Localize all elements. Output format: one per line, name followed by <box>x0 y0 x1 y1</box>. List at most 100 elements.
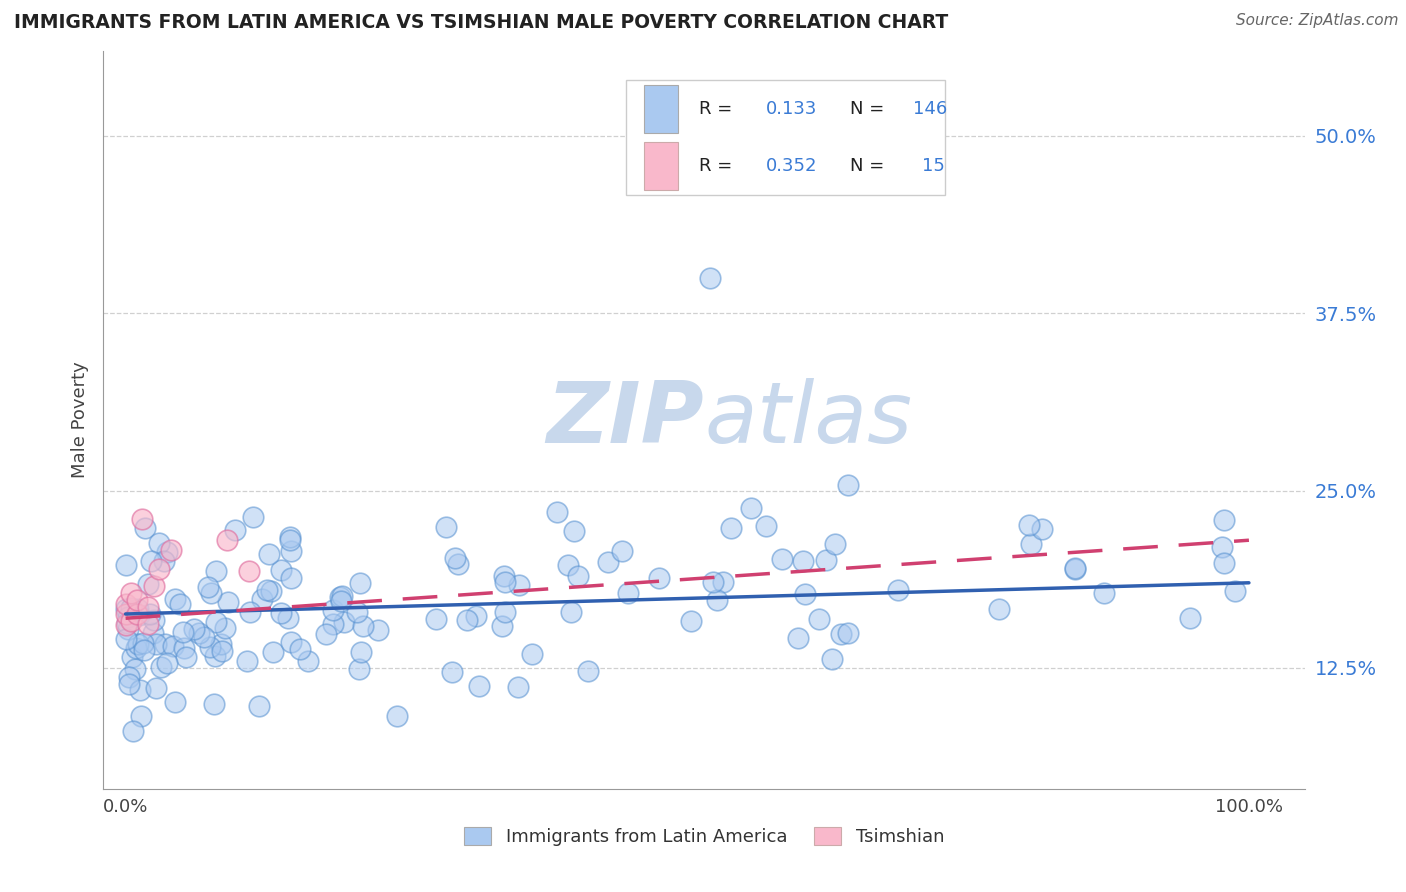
Point <box>350 645 373 659</box>
Text: Source: ZipAtlas.com: Source: ZipAtlas.com <box>1236 13 1399 29</box>
Point <box>456 613 478 627</box>
Point <box>793 587 815 601</box>
Point <box>706 592 728 607</box>
Point <box>494 569 516 583</box>
Point <box>787 631 810 645</box>
Text: 0.352: 0.352 <box>765 157 817 175</box>
Point <box>270 606 292 620</box>
Point <box>837 626 859 640</box>
Point <box>385 709 408 723</box>
Point <box>443 551 465 566</box>
Point <box>494 605 516 619</box>
Text: N =: N = <box>849 157 890 175</box>
Point <box>118 677 141 691</box>
Point <box>1018 518 1040 533</box>
Point <box>557 558 579 572</box>
Point <box>193 630 215 644</box>
Point <box>209 637 232 651</box>
Point <box>136 616 159 631</box>
Point <box>522 647 544 661</box>
Point <box>792 554 814 568</box>
Point <box>434 520 457 534</box>
Point <box>567 569 589 583</box>
Point <box>333 615 356 630</box>
Point <box>576 664 599 678</box>
Point <box>115 616 138 631</box>
Point <box>148 561 170 575</box>
Point <box>153 637 176 651</box>
Point <box>560 606 582 620</box>
Point <box>162 639 184 653</box>
Point <box>125 640 148 655</box>
Point <box>280 634 302 648</box>
Point <box>260 583 283 598</box>
Point <box>508 577 530 591</box>
Point <box>837 478 859 492</box>
Point <box>124 662 146 676</box>
Point <box>204 648 226 663</box>
Point <box>329 590 352 604</box>
Point <box>131 512 153 526</box>
Point <box>198 640 221 654</box>
Point <box>546 505 568 519</box>
Point <box>143 613 166 627</box>
Point <box>127 637 149 651</box>
Point <box>247 698 270 713</box>
Point <box>215 533 238 548</box>
Point <box>239 605 262 619</box>
Text: 0.133: 0.133 <box>765 100 817 118</box>
Point <box>129 709 152 723</box>
Point <box>465 609 488 624</box>
Point <box>467 679 489 693</box>
Point <box>367 623 389 637</box>
Point <box>720 520 742 534</box>
Point <box>1092 586 1115 600</box>
Text: 146: 146 <box>914 100 948 118</box>
Point <box>125 607 148 621</box>
Point <box>322 603 344 617</box>
FancyBboxPatch shape <box>626 80 945 194</box>
Point <box>508 680 530 694</box>
Point <box>205 615 228 629</box>
Point <box>145 637 167 651</box>
Point <box>713 575 735 590</box>
Point <box>987 602 1010 616</box>
Point <box>114 597 136 611</box>
Point <box>114 607 136 621</box>
Point <box>280 544 302 558</box>
Point <box>205 564 228 578</box>
Point <box>770 551 793 566</box>
Point <box>330 593 353 607</box>
Point <box>117 610 139 624</box>
Point <box>1178 611 1201 625</box>
Text: ZIP: ZIP <box>547 378 704 461</box>
Point <box>172 625 194 640</box>
Point <box>596 555 619 569</box>
Point <box>346 605 368 619</box>
Point <box>297 654 319 668</box>
Point <box>648 571 671 585</box>
Point <box>120 585 142 599</box>
Point <box>1213 556 1236 570</box>
Point <box>1019 537 1042 551</box>
Text: R =: R = <box>699 157 738 175</box>
Point <box>121 724 143 739</box>
Text: IMMIGRANTS FROM LATIN AMERICA VS TSIMSHIAN MALE POVERTY CORRELATION CHART: IMMIGRANTS FROM LATIN AMERICA VS TSIMSHI… <box>14 13 948 32</box>
Point <box>187 626 209 640</box>
Point <box>142 579 165 593</box>
Point <box>235 654 257 668</box>
Point <box>132 636 155 650</box>
Point <box>214 621 236 635</box>
Point <box>197 580 219 594</box>
Point <box>821 651 844 665</box>
Point <box>755 519 778 533</box>
FancyBboxPatch shape <box>644 142 678 190</box>
Point <box>330 589 353 603</box>
Point <box>156 656 179 670</box>
Point <box>322 616 344 631</box>
Point <box>610 544 633 558</box>
Point <box>120 614 142 628</box>
Point <box>616 586 638 600</box>
Point <box>242 510 264 524</box>
Point <box>128 607 150 622</box>
